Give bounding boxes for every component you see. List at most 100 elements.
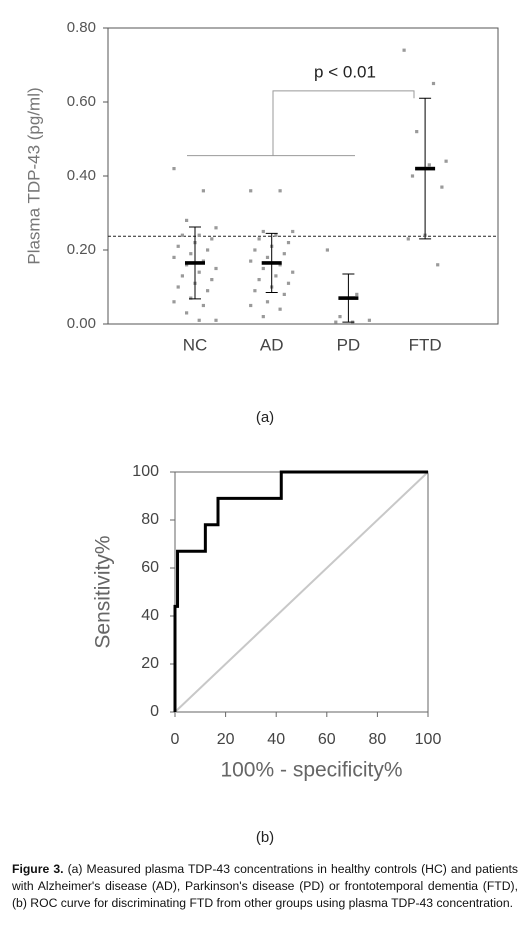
data-point — [197, 233, 201, 237]
data-point — [265, 255, 270, 259]
data-point — [172, 300, 176, 304]
mean-bar — [338, 296, 359, 300]
x-tick-label: PD — [337, 335, 361, 354]
data-point — [249, 189, 253, 193]
data-point — [201, 259, 205, 263]
x-tick-label: AD — [260, 335, 284, 354]
data-point — [436, 263, 440, 267]
data-point — [274, 233, 278, 237]
data-point — [214, 226, 218, 230]
data-point — [249, 303, 253, 308]
data-point — [185, 311, 189, 315]
data-point — [249, 259, 253, 263]
series-line — [173, 470, 428, 712]
data-point — [444, 159, 448, 163]
data-point — [180, 274, 184, 278]
mean-bar — [185, 261, 205, 265]
data-point — [274, 274, 278, 278]
data-point — [206, 248, 210, 252]
y-tick-label: 0.40 — [67, 167, 96, 184]
data-point — [325, 248, 329, 252]
data-point — [431, 81, 436, 86]
data-point — [406, 237, 410, 241]
x-tick-label: 20 — [217, 731, 235, 748]
caption-text: (a) Measured plasma TDP-43 concentration… — [12, 862, 518, 910]
data-point — [185, 218, 189, 222]
x-tick-label: 40 — [267, 731, 285, 748]
x-axis-label: 100% - specificity% — [220, 759, 402, 782]
x-tick-label: NC — [183, 335, 208, 354]
y-tick-label: 0.60 — [67, 93, 96, 110]
data-point — [402, 48, 406, 52]
annotation: p < 0.01 — [314, 62, 376, 81]
y-tick-label: 100 — [132, 463, 159, 480]
data-point — [278, 263, 282, 267]
data-point — [338, 315, 342, 319]
data-point — [189, 296, 193, 300]
data-point — [214, 266, 218, 271]
caption: Figure 3. (a) Measured plasma TDP-43 con… — [12, 861, 518, 912]
data-point — [201, 303, 205, 308]
y-tick-label: 0.20 — [67, 241, 96, 258]
y-tick-label: 40 — [141, 607, 159, 624]
data-point — [180, 233, 184, 237]
data-point — [253, 289, 257, 293]
x-tick-label: 0 — [171, 731, 180, 748]
series-line — [174, 471, 429, 713]
figure: 0.00 0.20 0.40 0.60 0.80 Plasma TDP-43 (pg/ml… — [24, 19, 499, 846]
data-point — [261, 315, 265, 319]
mean-bar — [261, 261, 282, 265]
data-point — [291, 229, 295, 234]
data-point — [176, 285, 180, 289]
x-tick-label: FTD — [409, 335, 442, 354]
data-point — [210, 237, 214, 241]
data-point — [176, 244, 180, 248]
y-tick-label: 0.80 — [67, 19, 96, 36]
panel-label: (a) — [256, 409, 274, 426]
data-point — [197, 270, 201, 274]
data-point — [410, 174, 415, 178]
data-point — [185, 263, 189, 267]
mean-bar — [415, 166, 436, 171]
y-tick-label: 20 — [141, 655, 159, 672]
data-point — [286, 281, 291, 285]
data-point — [278, 189, 282, 193]
data-point — [278, 307, 282, 311]
data-point — [253, 248, 257, 252]
data-point — [172, 255, 176, 259]
y-tick-label: 80 — [141, 511, 159, 528]
data-point — [282, 292, 286, 296]
caption-label: Figure 3. — [12, 862, 64, 876]
data-point — [261, 266, 265, 271]
y-tick-label: 60 — [141, 559, 159, 576]
data-point — [286, 241, 291, 245]
data-point — [265, 300, 270, 304]
y-tick-label: 0 — [150, 703, 159, 720]
plot-frame — [107, 27, 499, 325]
data-point — [440, 185, 444, 189]
data-point — [172, 167, 176, 171]
data-point — [355, 292, 359, 296]
data-point — [214, 318, 218, 322]
data-point — [201, 189, 205, 193]
bracket — [187, 90, 415, 157]
x-tick-label: 80 — [369, 731, 387, 748]
data-point — [367, 318, 371, 322]
data-point — [257, 278, 261, 282]
data-point — [197, 318, 201, 322]
data-point — [291, 270, 295, 274]
data-point — [282, 252, 286, 256]
data-point — [261, 229, 265, 234]
y-tick-label: 0.00 — [67, 315, 96, 332]
x-tick-label: 100 — [415, 731, 442, 748]
y-axis-label: Sensitivity% — [92, 535, 115, 648]
y-axis-label: Plasma TDP-43 (pg/ml) — [24, 87, 43, 264]
data-point — [415, 130, 419, 134]
data-point — [206, 289, 210, 293]
data-point — [210, 278, 214, 282]
data-point — [189, 252, 193, 256]
data-point — [257, 237, 261, 241]
data-point — [427, 163, 431, 167]
data-point — [334, 320, 338, 324]
